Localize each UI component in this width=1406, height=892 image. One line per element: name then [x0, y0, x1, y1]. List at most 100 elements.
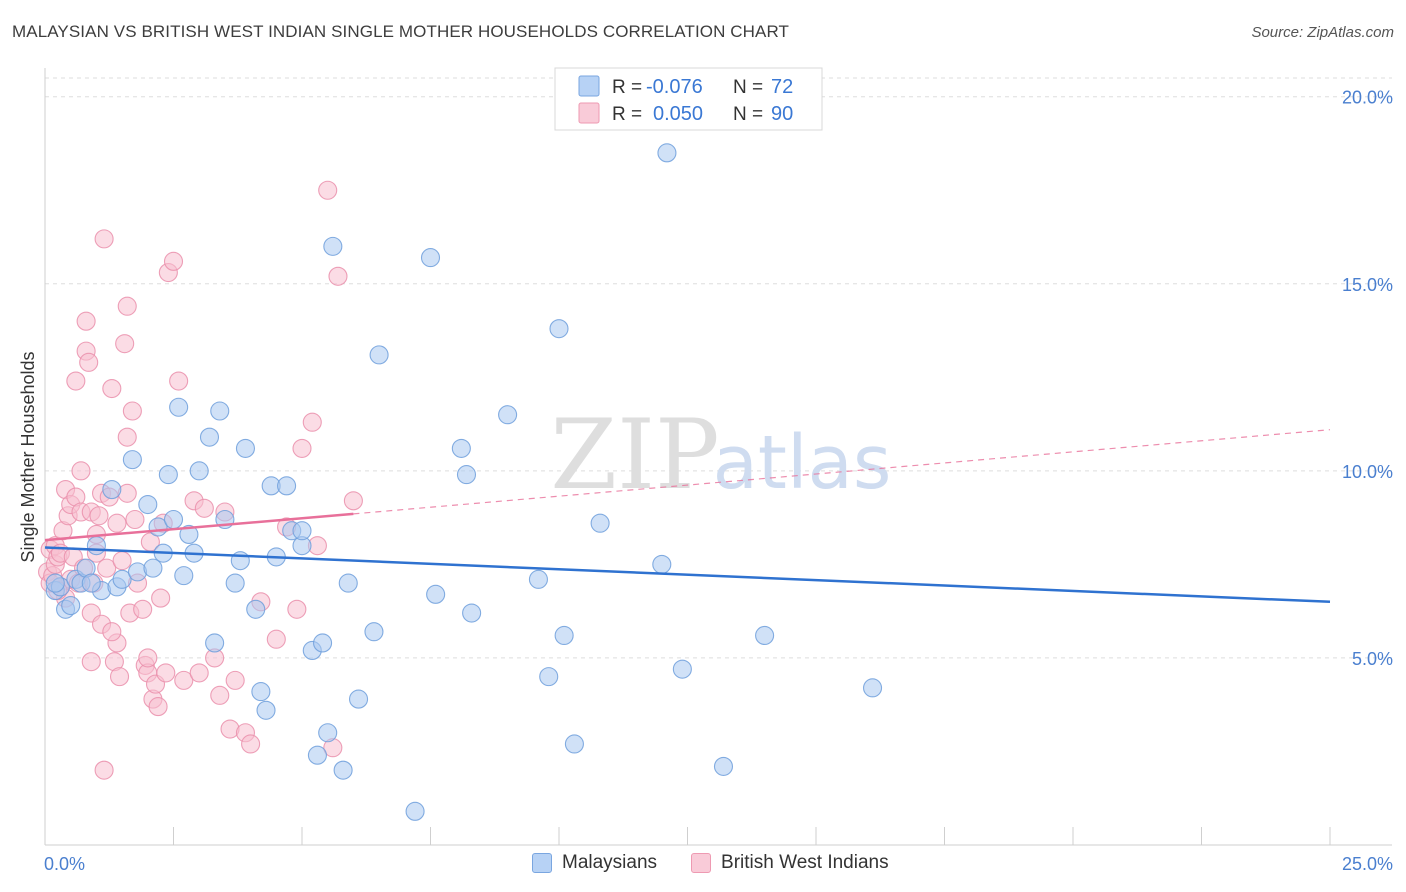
malaysian-point — [462, 603, 482, 623]
british-west-indian-point — [71, 461, 91, 481]
british-west-indian-point — [266, 629, 286, 649]
malaysian-point — [539, 667, 559, 687]
malaysian-point — [323, 236, 343, 256]
malaysian-point — [564, 734, 584, 754]
british-west-indian-point — [318, 180, 338, 200]
malaysian-point — [205, 633, 225, 653]
malaysian-point — [307, 745, 327, 765]
malaysian-point — [755, 625, 775, 646]
y-tick-label: 20.0% — [1342, 88, 1393, 108]
malaysian-point — [652, 554, 672, 574]
bottom-legend: Malaysians British West Indians — [532, 852, 915, 874]
british-west-indian-point — [117, 427, 137, 447]
british-west-indian-point — [79, 352, 99, 372]
british-west-indian-point — [156, 663, 176, 683]
y-tick-label: 15.0% — [1342, 275, 1393, 295]
malaysian-trend-line — [44, 546, 1331, 604]
legend-swatch-pink — [691, 853, 712, 873]
stats-n-value-pink: 90 — [771, 103, 793, 125]
malaysian-point — [333, 760, 353, 780]
malaysian-point — [313, 633, 333, 653]
stats-n-label-blue: N = — [733, 77, 763, 98]
malaysian-point — [528, 569, 548, 589]
legend-item-malaysians[interactable]: Malaysians — [532, 852, 657, 874]
legend-item-british-west-indians[interactable]: British West Indians — [691, 852, 889, 874]
malaysian-point — [81, 573, 101, 593]
malaysian-point — [549, 319, 569, 339]
malaysian-point — [369, 345, 389, 365]
malaysian-point — [292, 521, 312, 541]
chart-title: MALAYSIAN VS BRITISH WEST INDIAN SINGLE … — [12, 22, 790, 41]
stats-n-label-pink: N = — [733, 104, 763, 125]
british-west-indian-point — [174, 670, 194, 690]
british-west-indian-point — [302, 412, 322, 432]
malaysian-point — [112, 569, 132, 589]
stats-swatch-pink — [578, 102, 600, 124]
malaysian-point — [338, 573, 358, 593]
british-west-indian-trend-line — [44, 512, 354, 542]
british-west-indian-point — [125, 509, 145, 530]
malaysian-point — [251, 682, 271, 702]
malaysian-point — [318, 723, 338, 743]
malaysian-point — [158, 465, 178, 485]
legend-label-british-west-indians: British West Indians — [721, 852, 889, 873]
malaysian-point — [163, 509, 184, 530]
x-tick-label: 25.0% — [1342, 854, 1393, 874]
british-west-indian-point — [76, 311, 96, 331]
malaysian-point — [456, 465, 477, 485]
british-west-indian-point — [122, 401, 142, 421]
british-west-indian-point — [148, 697, 168, 717]
stats-r-label-pink: R = — [612, 104, 642, 125]
malaysian-point — [225, 573, 245, 593]
british-west-indian-point — [210, 685, 230, 705]
x-tick-label: 0.0% — [44, 854, 85, 874]
british-west-indian-point — [328, 266, 348, 286]
stats-r-label-blue: R = — [612, 77, 642, 98]
malaysian-point — [277, 476, 297, 496]
trend-lines — [44, 429, 1331, 604]
british-west-indian-point — [151, 588, 171, 608]
malaysian-point — [405, 801, 425, 821]
british-west-indian-point — [241, 734, 261, 754]
malaysian-point — [143, 558, 163, 578]
malaysian-point — [86, 536, 106, 556]
malaysian-point — [862, 678, 883, 698]
british-west-indian-point — [115, 334, 135, 354]
british-west-indian-point — [225, 670, 245, 690]
malaysian-point — [498, 405, 518, 425]
malaysian-point — [657, 143, 677, 163]
british-west-indian-point — [112, 551, 132, 571]
british-west-indian-point — [109, 667, 130, 687]
stats-swatch-blue — [578, 75, 600, 97]
y-tick-label: 5.0% — [1352, 649, 1393, 669]
tick-labels: 5.0% 10.0% 15.0% 20.0% 0.0% 25.0% — [44, 88, 1393, 874]
malaysian-point — [199, 427, 220, 447]
malaysian-point — [122, 450, 142, 470]
y-tick-label: 10.0% — [1342, 462, 1393, 482]
legend-swatch-blue — [532, 853, 552, 873]
british-west-indian-point — [133, 599, 153, 619]
source-credit: Source: ZipAtlas.com — [1251, 24, 1394, 41]
british-west-indian-point — [107, 513, 127, 533]
malaysian-point — [174, 566, 194, 586]
british-west-indian-point — [97, 558, 117, 578]
malaysian-point — [61, 595, 81, 616]
stats-n-value-blue: 72 — [771, 76, 793, 98]
stats-r-value-blue: -0.076 — [646, 76, 703, 98]
british-west-indian-point — [194, 498, 214, 518]
malaysian-point — [256, 700, 276, 720]
watermark: ZIP atlas — [550, 399, 891, 511]
malaysian-point — [210, 401, 230, 421]
watermark-zip: ZIP — [550, 399, 719, 511]
british-west-indian-point — [94, 760, 114, 780]
malaysian-point — [672, 659, 692, 679]
malaysian-point — [554, 625, 574, 646]
british-west-indian-point — [189, 663, 209, 683]
malaysian-point — [179, 524, 199, 545]
malaysian-point — [45, 573, 65, 593]
british-west-indian-point — [102, 622, 122, 642]
malaysian-point — [713, 756, 734, 776]
malaysian-point — [246, 599, 266, 619]
british-west-indian-point — [138, 648, 158, 668]
